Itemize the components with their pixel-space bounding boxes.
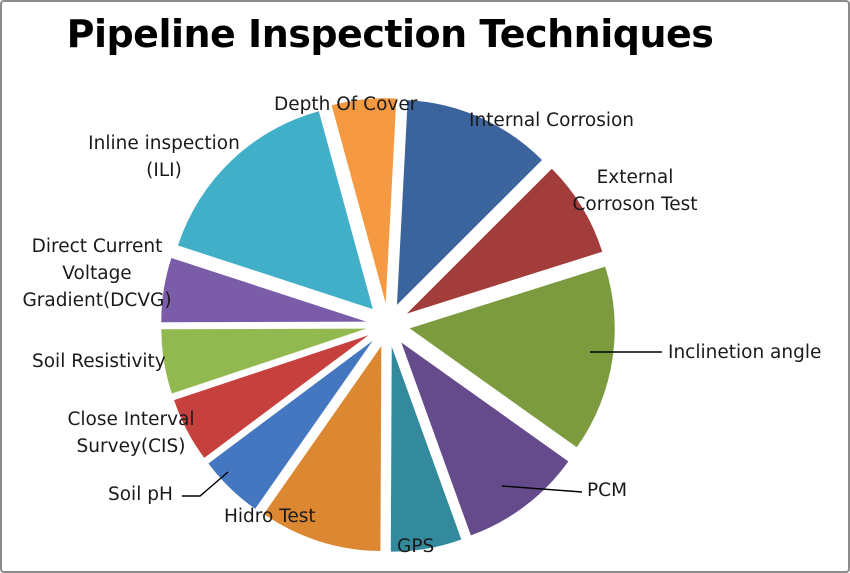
slice-label-hidro-test: Hidro Test (224, 506, 316, 527)
pie-slice (263, 345, 382, 551)
slice-label-soil-ph: Soil pH (108, 484, 173, 505)
slice-label-dcvg: Direct Current Voltage Gradient(DCVG) (22, 236, 172, 311)
pie-slice (390, 346, 462, 552)
slice-label-close-interval-survey: Close Interval Survey(CIS) (67, 409, 195, 457)
slice-label-soil-resistivity: Soil Resistivity (32, 351, 166, 372)
pie-slice (409, 266, 615, 448)
pie-slice (177, 111, 373, 310)
pie-slice (174, 335, 369, 458)
slice-label-pcm: PCM (587, 480, 628, 501)
slice-label-inclinetion-angle: Inclinetion angle (668, 342, 822, 363)
chart-title: Pipeline Inspection Techniques (66, 12, 714, 56)
slice-label-depth-of-cover: Depth Of Cover (274, 94, 418, 115)
leader-line (501, 485, 583, 493)
leader-line (182, 471, 229, 497)
pie-slice (161, 328, 367, 394)
pie-slice (161, 257, 367, 323)
pie-slice (406, 168, 603, 314)
slice-label-ili: Inline inspection (ILI) (88, 133, 240, 181)
slice-label-gps: GPS (397, 536, 435, 557)
pie-slice (396, 100, 542, 305)
pie-slice (208, 340, 373, 509)
pie-slice (331, 98, 397, 304)
slice-label-external-corroson-test: External Corroson Test (572, 167, 698, 215)
slice-label-internal-corrosion: Internal Corrosion (469, 110, 635, 131)
